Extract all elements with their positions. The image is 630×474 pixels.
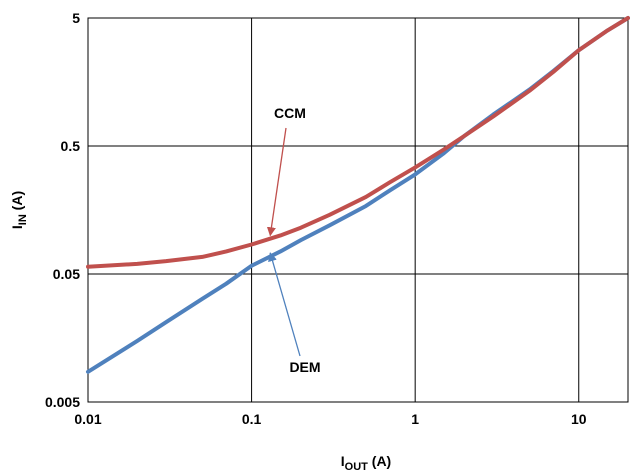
series-line-ccm (86, 16, 630, 269)
x-axis-title-main: I (341, 453, 345, 469)
annotation-arrow-dem (268, 252, 301, 357)
x-tick-label: 10 (571, 411, 587, 427)
x-tick-label: 1 (411, 411, 419, 427)
x-axis-title-sub: OUT (345, 461, 369, 473)
plot-frame (87, 17, 629, 403)
x-tick-label: 0.1 (242, 411, 262, 427)
x-axis-title-unit: (A) (368, 453, 391, 469)
annotation-label-dem: DEM (289, 359, 320, 375)
annotation-arrow-ccm (266, 127, 287, 237)
x-tick-label: 0.01 (74, 411, 101, 427)
x-tick-labels: 0.01 0.1 1 10 (74, 411, 586, 427)
y-axis-title-unit: (A) (9, 191, 25, 214)
annotation-layer: CCM DEM (266, 105, 321, 375)
y-tick-labels: 0.005 0.05 0.5 5 (45, 10, 80, 410)
y-tick-label: 5 (72, 10, 80, 26)
series-line-dem (86, 16, 630, 374)
annotation-label-ccm: CCM (274, 105, 306, 121)
y-tick-label: 0.5 (61, 138, 81, 154)
x-axis-title: IOUT (A) (341, 453, 391, 473)
y-axis-title-main: I (9, 225, 25, 229)
y-tick-label: 0.005 (45, 394, 80, 410)
y-axis-title: IIN (A) (9, 191, 29, 229)
y-tick-label: 0.05 (53, 266, 80, 282)
y-axis-title-sub: IN (17, 214, 29, 225)
series-layer (86, 16, 630, 374)
